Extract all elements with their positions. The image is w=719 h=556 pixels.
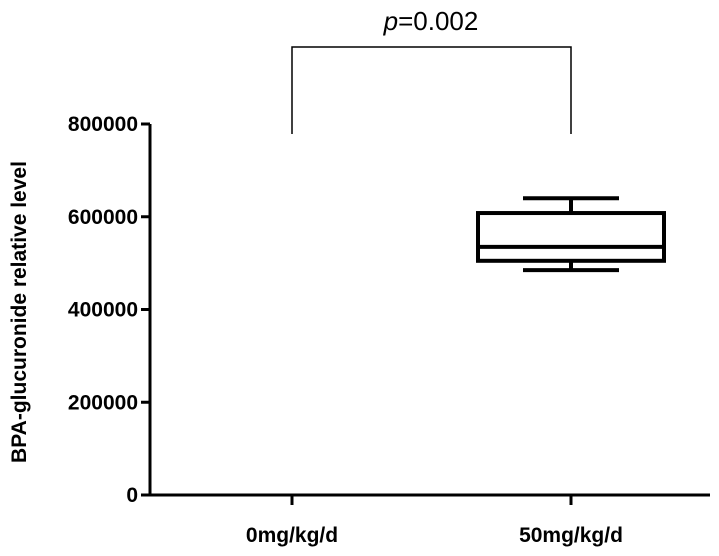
x-tick-label: 50mg/kg/d — [519, 524, 623, 547]
y-axis-label: BPA-glucuronide relative level — [8, 161, 31, 463]
x-axis: 0mg/kg/d 50mg/kg/d — [150, 493, 710, 547]
p-value-label: p=0.002 — [383, 6, 479, 36]
p-value: =0.002 — [398, 6, 478, 36]
y-tick-label: 600000 — [68, 206, 138, 229]
p-symbol: p — [383, 6, 398, 36]
box-2 — [476, 196, 666, 273]
y-axis: 0 200000 400000 600000 800000 — [68, 113, 152, 507]
significance-bracket — [291, 46, 572, 134]
y-tick-label: 200000 — [68, 391, 138, 414]
y-tick-label: 0 — [126, 484, 138, 507]
y-tick-label: 800000 — [68, 113, 138, 136]
x-tick-label: 0mg/kg/d — [246, 524, 338, 547]
box-series — [476, 196, 666, 273]
bracket-line — [291, 46, 572, 134]
iqr-box — [476, 211, 666, 263]
y-tick-label: 400000 — [68, 299, 138, 322]
